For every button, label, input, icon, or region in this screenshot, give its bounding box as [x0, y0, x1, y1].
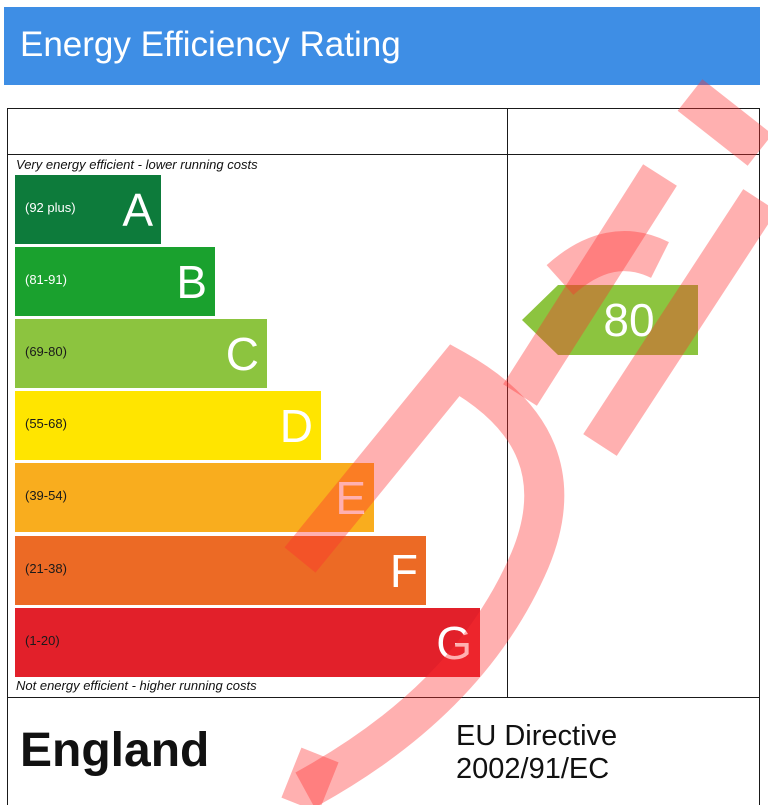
top-scale-note: Very energy efficient - lower running co… [16, 157, 258, 172]
band-c: (69-80) C [15, 319, 267, 388]
band-g: (1-20) G [15, 608, 480, 677]
band-e: (39-54) E [15, 463, 374, 532]
band-d: (55-68) D [15, 391, 321, 460]
current-rating-value: 80 [603, 294, 655, 346]
frame-left-border [7, 108, 8, 805]
bottom-scale-note: Not energy efficient - higher running co… [16, 678, 257, 693]
band-f: (21-38) F [15, 536, 426, 605]
directive-line-1: EU Directive [456, 720, 618, 752]
band-a: (92 plus) A [15, 175, 161, 244]
frame-top-border [7, 108, 760, 109]
band-letter: G [436, 617, 472, 669]
frame-right-border [759, 108, 760, 805]
band-letter: D [279, 400, 313, 452]
band-range-label: (21-38) [25, 561, 67, 576]
band-range-label: (39-54) [25, 488, 67, 503]
band-letter: A [122, 184, 153, 236]
band-letter: B [176, 256, 207, 308]
header-bar: Energy Efficiency Rating [4, 7, 760, 85]
band-letter: C [225, 328, 259, 380]
page-title: Energy Efficiency Rating [20, 25, 401, 64]
band-range-label: (69-80) [25, 344, 67, 359]
band-b: (81-91) B [15, 247, 215, 316]
frame-column-divider [507, 108, 508, 698]
country-label: England [20, 724, 210, 777]
frame-header-divider [7, 154, 760, 155]
current-rating-arrow [522, 285, 698, 355]
frame-footer-divider [7, 697, 760, 698]
band-range-label: (1-20) [25, 633, 60, 648]
directive-line-2: 2002/91/EC [456, 753, 610, 785]
band-range-label: (55-68) [25, 416, 67, 431]
band-letter: F [389, 545, 418, 597]
band-range-label: (92 plus) [25, 200, 76, 215]
band-letter: E [335, 472, 366, 524]
band-range-label: (81-91) [25, 272, 67, 287]
